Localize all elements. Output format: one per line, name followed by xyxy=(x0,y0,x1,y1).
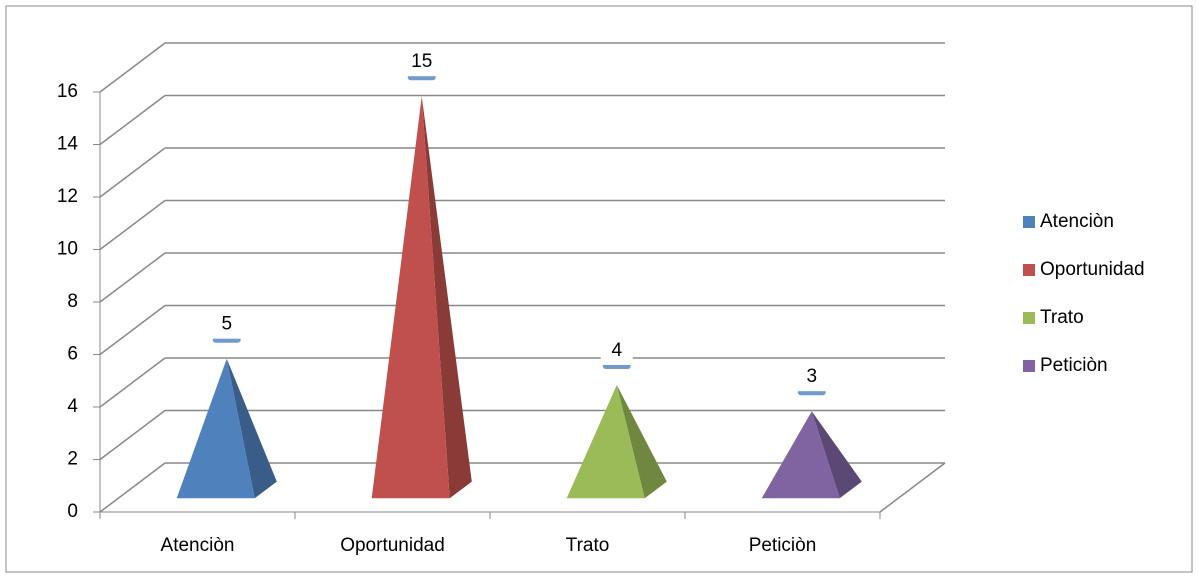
legend-label: Trato xyxy=(1040,307,1084,328)
pyramid xyxy=(176,358,255,499)
legend-swatch xyxy=(1023,264,1035,276)
pyramid-side xyxy=(616,384,667,499)
pyramid-side xyxy=(811,411,862,499)
x-tick-label: Trato xyxy=(566,535,610,556)
pyramid-side xyxy=(226,358,277,499)
legend-label: Atenciòn xyxy=(1040,211,1114,232)
grid-line-side xyxy=(99,199,166,251)
y-tick-label: 4 xyxy=(67,396,78,417)
legend-swatch xyxy=(1023,360,1035,372)
grid-line-side xyxy=(99,147,166,198)
legend-swatch xyxy=(1023,216,1035,228)
grid-line-side xyxy=(99,94,166,146)
pyramid xyxy=(371,96,450,499)
label-box xyxy=(210,310,243,339)
floor-edge xyxy=(879,462,946,513)
grid-line-side xyxy=(99,252,166,303)
data-label: 5 xyxy=(221,314,232,335)
grid-line-side xyxy=(99,409,166,461)
grid-line-side xyxy=(99,42,166,93)
y-tick-label: 2 xyxy=(67,449,78,470)
data-label: 15 xyxy=(411,51,432,72)
grid-line-side xyxy=(99,357,166,408)
label-box xyxy=(405,48,438,77)
x-tick-label: Atenciòn xyxy=(161,535,235,556)
grid-line-side xyxy=(99,304,166,356)
x-tick-label: Oportunidad xyxy=(340,535,445,556)
label-box xyxy=(600,336,633,365)
label-box xyxy=(795,363,828,392)
y-tick-label: 10 xyxy=(57,239,78,260)
y-tick-label: 12 xyxy=(57,186,78,207)
pyramid xyxy=(566,384,645,499)
y-tick-label: 6 xyxy=(67,344,78,365)
pyramid xyxy=(761,411,840,499)
legend-label: Oportunidad xyxy=(1040,259,1145,280)
data-label: 4 xyxy=(611,340,622,361)
pyramid-side xyxy=(421,96,472,499)
y-tick-label: 14 xyxy=(57,134,79,155)
legend-label: Peticiòn xyxy=(1040,355,1108,376)
y-tick-label: 8 xyxy=(67,291,78,312)
x-tick-label: Peticiòn xyxy=(749,535,817,556)
y-tick-label: 16 xyxy=(57,81,78,102)
grid-line-side xyxy=(99,462,166,513)
legend-swatch xyxy=(1023,312,1035,324)
data-label: 3 xyxy=(806,366,817,387)
y-tick-label: 0 xyxy=(67,501,78,522)
